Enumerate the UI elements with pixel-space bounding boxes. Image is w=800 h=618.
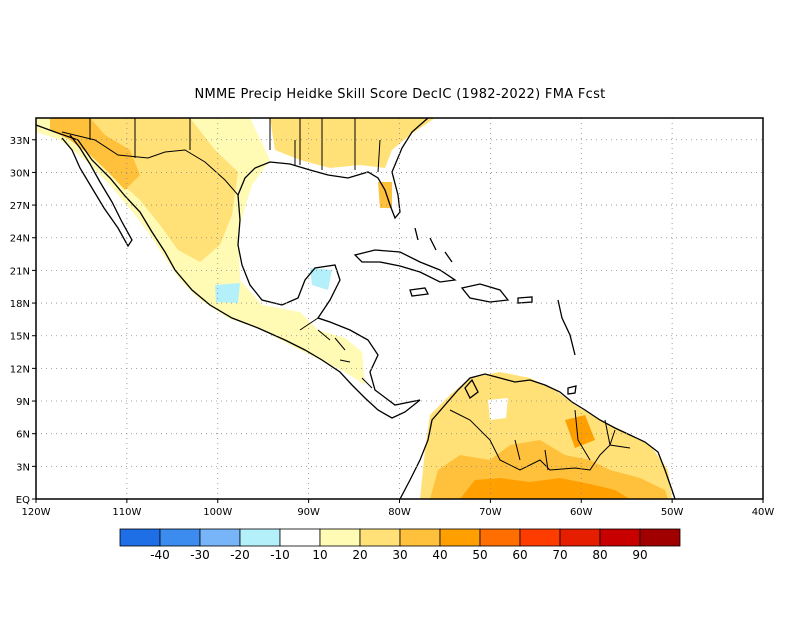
colorbar-label: 20 [352,548,367,562]
y-tick-label: 24N [10,234,30,245]
x-tick-label: 100W [203,507,232,518]
borders [61,118,631,471]
colorbar-label: 50 [472,548,487,562]
x-tick-label: 70W [479,507,502,518]
colorbar-swatch [359,528,401,547]
y-tick-label: 6N [16,430,30,441]
coast-gulf [237,118,429,220]
coast-baja [61,134,133,248]
colorbar-swatch [279,528,321,547]
y-tick-label: 15N [10,332,30,343]
colorbar-label: 10 [312,548,327,562]
coast-south-america [399,373,676,499]
colorbar-swatch [479,528,521,547]
y-tick-label: 18N [10,299,30,310]
coast-puerto-rico [517,296,533,304]
colorbar: -40 -30 -20 -10 10 20 30 40 50 60 70 80 90 [119,528,681,562]
colorbar-swatch [639,528,681,547]
x-tick-label: 120W [22,507,51,518]
y-tick-label: 12N [10,364,30,375]
colorbar-swatch [159,528,201,547]
coast-trinidad [567,385,577,395]
x-tick-label: 50W [661,507,684,518]
colorbar-label: -10 [270,548,290,562]
colorbar-swatch [599,528,641,547]
coast-bahamas [414,227,453,263]
coastlines [36,118,676,499]
colorbar-swatch [319,528,361,547]
coast-jamaica [409,287,429,297]
skill-field-us-south [270,118,435,168]
skill-field-colombia-white [488,398,508,420]
coast-cuba [353,249,457,283]
colorbar-label: 90 [632,548,647,562]
colorbar-swatch [119,528,161,547]
y-tick-label: 33N [10,136,30,147]
y-tick-label: EQ [16,495,30,506]
colorbar-label: 70 [552,548,567,562]
x-tick-label: 60W [570,507,593,518]
y-axis: EQ 3N 6N 9N 12N 15N 18N 21N 24N 27N 30N 33N [10,136,36,506]
y-tick-label: 27N [10,201,30,212]
colorbar-label: -40 [150,548,170,562]
coast-hispaniola [460,283,510,303]
coast-mexico-pacific [36,124,421,419]
border-central-america [299,317,373,389]
colorbar-label: -20 [230,548,250,562]
coast-mexico-gulf [237,194,421,406]
skill-field-south-america-hot [460,478,630,499]
x-axis: 120W 110W 100W 90W 80W 70W 60W 50W 40W [22,499,775,518]
y-tick-label: 3N [16,462,30,473]
colorbar-label: -30 [190,548,210,562]
colorbar-label: 40 [432,548,447,562]
coast-maracaibo [464,378,479,399]
skill-field-yucatan-blue [310,268,332,290]
border-us-mexico [61,131,239,196]
skill-field-mexico-north [50,118,140,190]
y-tick-label: 9N [16,397,30,408]
border-south-america [449,409,631,471]
colorbar-swatch [559,528,601,547]
gridlines [36,118,763,499]
x-tick-label: 40W [752,507,775,518]
y-tick-label: 30N [10,168,30,179]
colorbar-swatch [239,528,281,547]
map-title: NMME Precip Heidke Skill Score DecIC (19… [194,87,606,102]
border-us-states [89,118,381,173]
colorbar-swatch [399,528,441,547]
skill-field-guyana-hot [565,415,595,448]
colorbar-label: 60 [512,548,527,562]
x-tick-label: 90W [297,507,320,518]
colorbar-label: 80 [592,548,607,562]
x-tick-label: 80W [388,507,411,518]
colorbar-swatch [439,528,481,547]
coast-antilles [557,299,576,356]
colorbar-label: 30 [392,548,407,562]
y-tick-label: 21N [10,266,30,277]
x-tick-label: 110W [112,507,141,518]
skill-field-mexico-blue [215,283,240,303]
colorbar-swatch [199,528,241,547]
colorbar-swatch [519,528,561,547]
